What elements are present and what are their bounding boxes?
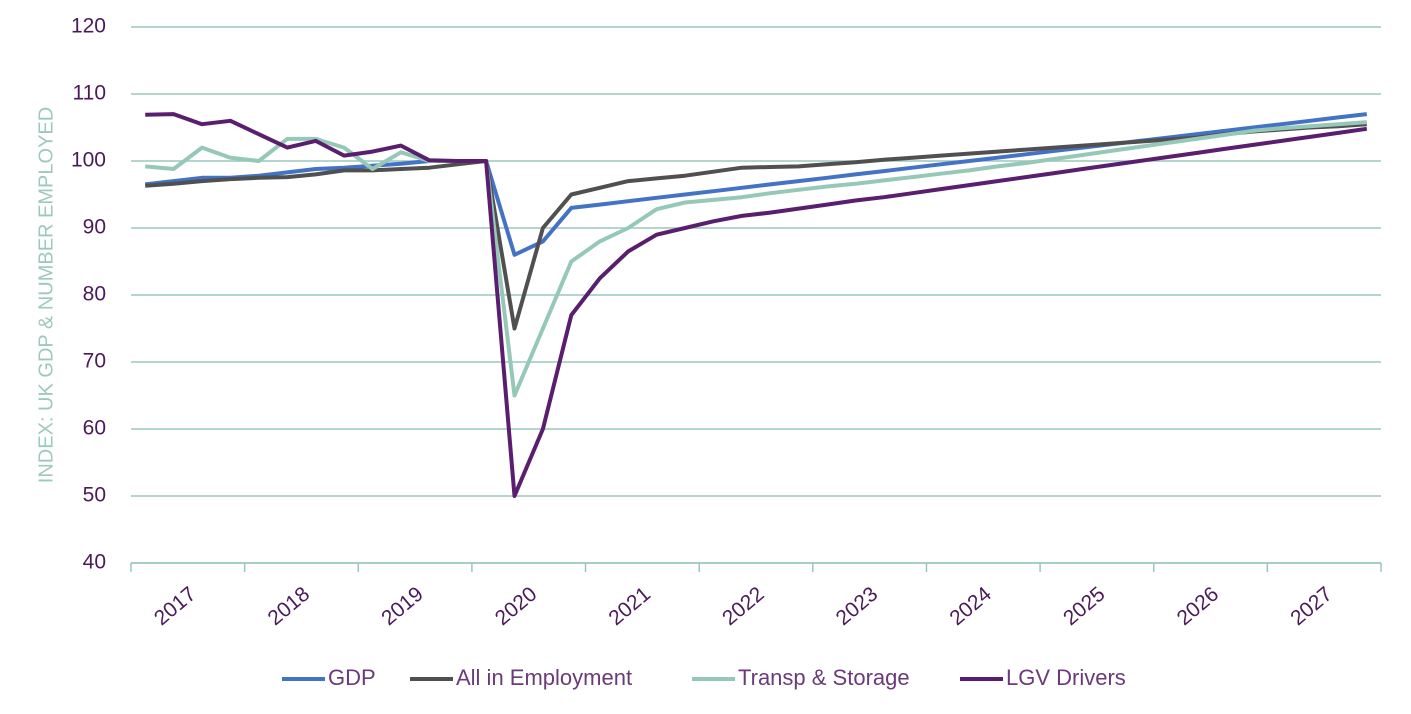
legend-label: LGV Drivers (1006, 665, 1126, 690)
y-tick-label: 110 (73, 82, 106, 105)
y-tick-label: 60 (83, 417, 106, 440)
series-line (145, 112, 1368, 498)
x-tick-label: 2022 (718, 582, 769, 630)
y-tick-label: 70 (83, 350, 106, 373)
x-tick-label: 2023 (832, 582, 883, 630)
y-tick-label: 40 (83, 551, 106, 574)
y-tick-label: 50 (83, 484, 106, 507)
series-line (145, 122, 1367, 331)
x-tick-label: 2027 (1286, 582, 1337, 630)
y-tick-label: 90 (83, 216, 106, 239)
x-tick-label: 2019 (377, 582, 428, 630)
x-tick-label: 2025 (1059, 582, 1110, 630)
x-tick-label: 2017 (150, 582, 201, 630)
y-tick-label: 120 (71, 15, 106, 38)
x-tick-label: 2026 (1173, 582, 1224, 630)
legend-label: Transp & Storage (738, 665, 910, 690)
y-tick-label: 100 (71, 149, 106, 172)
x-tick-label: 2021 (604, 582, 655, 630)
y-axis-title: INDEX: UK GDP & NUMBER EMPLOYED (35, 107, 57, 483)
x-tick-label: 2024 (945, 582, 996, 630)
legend-label: GDP (328, 665, 376, 690)
series-line (145, 120, 1367, 398)
y-tick-label: 80 (83, 283, 106, 306)
legend-label: All in Employment (456, 665, 632, 690)
x-tick-label: 2020 (491, 582, 542, 630)
x-tick-label: 2018 (264, 582, 315, 630)
series-line (144, 112, 1368, 257)
